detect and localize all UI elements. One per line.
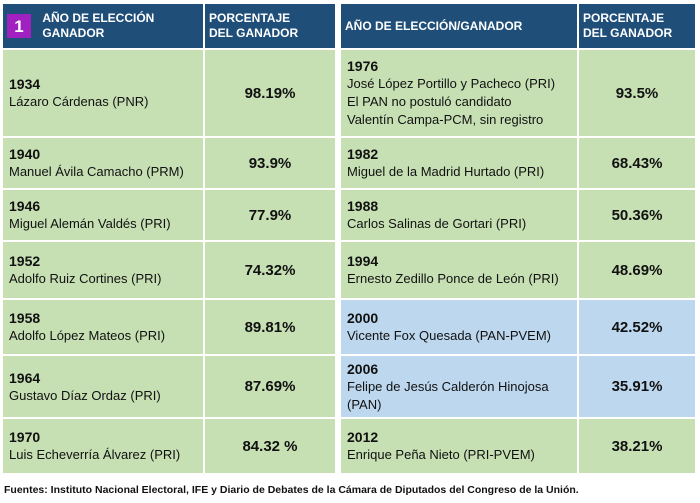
election-year: 1970	[9, 429, 41, 445]
election-year: 2006	[347, 360, 379, 377]
winner-name: Miguel Alemán Valdés (PRI)	[9, 216, 171, 231]
election-year: 1994	[347, 253, 379, 269]
election-year: 1982	[347, 146, 379, 162]
table-row: 1964 Gustavo Díaz Ordaz (PRI) 87.69%	[2, 355, 336, 418]
table-number-badge: 1	[7, 14, 31, 38]
right-header-row: AÑO DE ELECCIÓN/GANADOR PORCENTAJE DEL G…	[340, 3, 696, 49]
left-election-table: 1 AÑO DE ELECCIÓN GANADOR PORCENTAJE DEL…	[2, 3, 336, 474]
winner-name: Adolfo Ruiz Cortines (PRI)	[9, 271, 162, 286]
winner-percentage: 42.52%	[578, 299, 696, 355]
winner-name: José López Portillo y Pacheco (PRI)	[347, 76, 556, 91]
winner-name: Ernesto Zedillo Ponce de León (PRI)	[347, 271, 559, 286]
election-cell: 1988 Carlos Salinas de Gortari (PRI)	[340, 189, 578, 241]
election-cell: 1976 José López Portillo y Pacheco (PRI)…	[340, 49, 578, 137]
left-header-pct-line1: PORCENTAJE	[209, 11, 291, 25]
election-year: 2012	[347, 429, 379, 445]
winner-percentage: 35.91%	[578, 355, 696, 418]
election-year: 1934	[9, 76, 41, 92]
winner-name: Miguel de la Madrid Hurtado (PRI)	[347, 164, 545, 179]
table-row: 1934 Lázaro Cárdenas (PNR) 98.19%	[2, 49, 336, 137]
table-row: 2012 Enrique Peña Nieto (PRI-PVEM) 38.21…	[340, 418, 696, 474]
election-cell: 2012 Enrique Peña Nieto (PRI-PVEM)	[340, 418, 578, 474]
winner-percentage: 98.19%	[204, 49, 336, 137]
winner-percentage: 93.5%	[578, 49, 696, 137]
table-row: 1982 Miguel de la Madrid Hurtado (PRI) 6…	[340, 137, 696, 189]
election-note: Valentín Campa-PCM, sin registro	[347, 112, 544, 127]
election-year: 1946	[9, 198, 41, 214]
right-table-panel: AÑO DE ELECCIÓN/GANADOR PORCENTAJE DEL G…	[340, 3, 696, 474]
election-year: 1940	[9, 146, 41, 162]
winner-party: (PAN)	[347, 396, 382, 412]
winner-percentage: 38.21%	[578, 418, 696, 474]
winner-percentage: 89.81%	[204, 299, 336, 355]
table-row: 1994 Ernesto Zedillo Ponce de León (PRI)…	[340, 241, 696, 299]
election-cell: 1940 Manuel Ávila Camacho (PRM)	[2, 137, 204, 189]
left-header-title: AÑO DE ELECCIÓN GANADOR	[42, 11, 154, 41]
winner-percentage: 68.43%	[578, 137, 696, 189]
election-cell: 1994 Ernesto Zedillo Ponce de León (PRI)	[340, 241, 578, 299]
election-year: 1988	[347, 198, 379, 214]
winner-name: Gustavo Díaz Ordaz (PRI)	[9, 387, 161, 403]
winner-name: Luis Echeverría Álvarez (PRI)	[9, 447, 181, 462]
left-header-row: 1 AÑO DE ELECCIÓN GANADOR PORCENTAJE DEL…	[2, 3, 336, 49]
table-row: 1952 Adolfo Ruiz Cortines (PRI) 74.32%	[2, 241, 336, 299]
table-row: 2000 Vicente Fox Quesada (PAN-PVEM) 42.5…	[340, 299, 696, 355]
election-year: 2000	[347, 310, 379, 326]
right-election-table: AÑO DE ELECCIÓN/GANADOR PORCENTAJE DEL G…	[340, 3, 696, 474]
table-row: 1970 Luis Echeverría Álvarez (PRI) 84.32…	[2, 418, 336, 474]
table-row: 1958 Adolfo López Mateos (PRI) 89.81%	[2, 299, 336, 355]
sources-footnote: Fuentes: Instituto Nacional Electoral, I…	[4, 484, 579, 496]
table-row: 1946 Miguel Alemán Valdés (PRI) 77.9%	[2, 189, 336, 241]
winner-name: Enrique Peña Nieto (PRI-PVEM)	[347, 447, 535, 462]
winner-percentage: 77.9%	[204, 189, 336, 241]
election-cell: 1934 Lázaro Cárdenas (PNR)	[2, 49, 204, 137]
winner-percentage: 84.32 %	[204, 418, 336, 474]
winner-percentage: 48.69%	[578, 241, 696, 299]
table-row: 1940 Manuel Ávila Camacho (PRM) 93.9%	[2, 137, 336, 189]
right-header-year-winner: AÑO DE ELECCIÓN/GANADOR	[340, 3, 578, 49]
right-header-pct-line2: DEL GANADOR	[583, 26, 673, 40]
table-row: 1976 José López Portillo y Pacheco (PRI)…	[340, 49, 696, 137]
election-cell: 1952 Adolfo Ruiz Cortines (PRI)	[2, 241, 204, 299]
table-row: 1988 Carlos Salinas de Gortari (PRI) 50.…	[340, 189, 696, 241]
left-table-panel: 1 AÑO DE ELECCIÓN GANADOR PORCENTAJE DEL…	[2, 3, 336, 474]
left-header-percentage: PORCENTAJE DEL GANADOR	[204, 3, 336, 49]
election-cell: 1958 Adolfo López Mateos (PRI)	[2, 299, 204, 355]
winner-name: Vicente Fox Quesada (PAN-PVEM)	[347, 328, 551, 343]
right-header-pct-line1: PORCENTAJE	[583, 11, 665, 25]
election-year: 1958	[9, 310, 41, 326]
table-row: 2006 Felipe de Jesús Calderón Hinojosa (…	[340, 355, 696, 418]
winner-percentage: 50.36%	[578, 189, 696, 241]
left-header-pct-line2: DEL GANADOR	[209, 26, 299, 40]
winner-percentage: 87.69%	[204, 355, 336, 418]
left-header-year-winner: 1 AÑO DE ELECCIÓN GANADOR	[2, 3, 204, 49]
winner-name: Carlos Salinas de Gortari (PRI)	[347, 216, 527, 231]
election-note: El PAN no postuló candidato	[347, 94, 512, 109]
election-cell: 1982 Miguel de la Madrid Hurtado (PRI)	[340, 137, 578, 189]
right-header-percentage: PORCENTAJE DEL GANADOR	[578, 3, 696, 49]
winner-name: Manuel Ávila Camacho (PRM)	[9, 164, 184, 179]
election-year: 1952	[9, 253, 41, 269]
winner-percentage: 74.32%	[204, 241, 336, 299]
winner-percentage: 93.9%	[204, 137, 336, 189]
election-cell: 2006 Felipe de Jesús Calderón Hinojosa (…	[340, 355, 578, 418]
winner-name: Felipe de Jesús Calderón Hinojosa	[347, 378, 549, 394]
election-year: 1964	[9, 369, 41, 386]
election-cell: 1964 Gustavo Díaz Ordaz (PRI)	[2, 355, 204, 418]
winner-name: Adolfo López Mateos (PRI)	[9, 328, 166, 343]
election-cell: 1946 Miguel Alemán Valdés (PRI)	[2, 189, 204, 241]
election-cell: 2000 Vicente Fox Quesada (PAN-PVEM)	[340, 299, 578, 355]
winner-name: Lázaro Cárdenas (PNR)	[9, 94, 149, 109]
election-cell: 1970 Luis Echeverría Álvarez (PRI)	[2, 418, 204, 474]
left-header-line2: GANADOR	[42, 26, 105, 40]
election-year: 1976	[347, 58, 379, 74]
left-header-line1: AÑO DE ELECCIÓN	[42, 11, 155, 25]
